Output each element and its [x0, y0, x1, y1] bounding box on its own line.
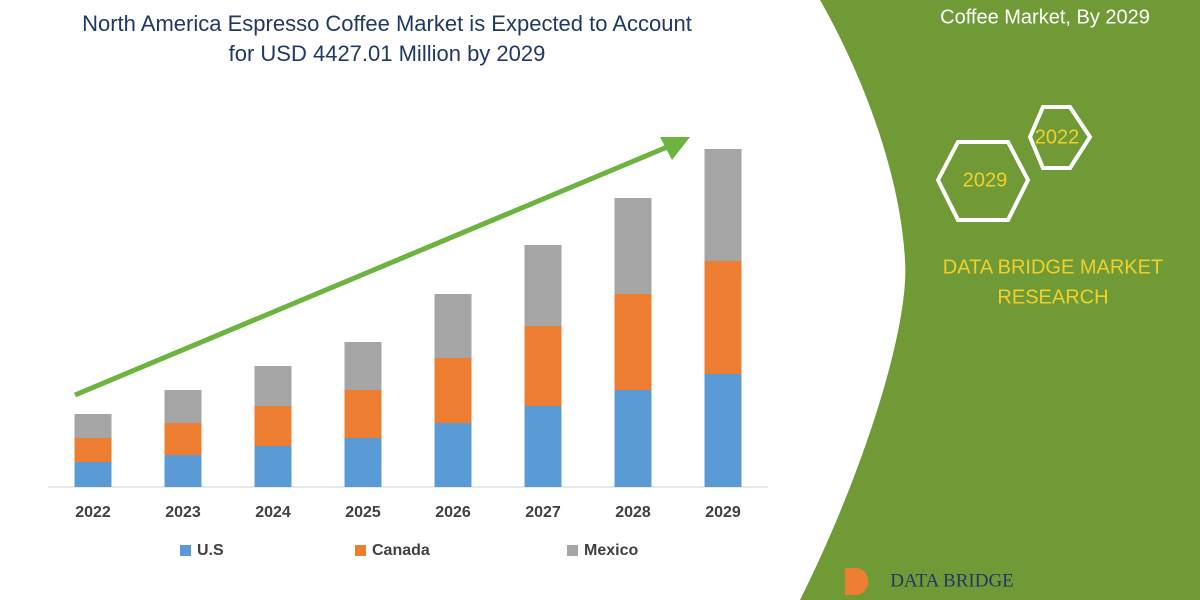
- logo-text: DATA BRIDGE: [890, 570, 1014, 591]
- side-panel-bg: [800, 0, 1200, 600]
- bar-segment: [254, 446, 292, 487]
- bar-segment: [434, 294, 472, 358]
- bar-segment: [614, 294, 652, 390]
- bar-segment: [254, 406, 292, 446]
- bar-segment: [164, 423, 202, 455]
- legend-label: Mexico: [584, 542, 638, 559]
- x-tick-label: 2029: [705, 504, 741, 521]
- chart-title: North America Espresso Coffee Market is …: [82, 11, 692, 36]
- bar-segment: [344, 438, 382, 487]
- legend-label: U.S: [197, 542, 224, 559]
- logo-icon: [845, 568, 869, 595]
- trend-arrowhead: [660, 137, 690, 160]
- hexagon-label: 2022: [1035, 126, 1080, 148]
- bar-segment: [344, 342, 382, 390]
- bar-segment: [164, 390, 202, 423]
- x-tick-label: 2028: [615, 504, 651, 521]
- x-tick-label: 2027: [525, 504, 561, 521]
- bar-segment: [434, 423, 472, 487]
- x-tick-label: 2022: [75, 504, 111, 521]
- bar-segment: [704, 374, 742, 487]
- bar-segment: [434, 358, 472, 423]
- x-tick-label: 2025: [345, 504, 381, 521]
- bar-segment: [614, 198, 652, 294]
- bar-segment: [524, 406, 562, 487]
- legend-label: Canada: [372, 542, 430, 559]
- bar-segment: [164, 455, 202, 487]
- hexagon: [935, 140, 1031, 222]
- legend-swatch: [355, 545, 366, 556]
- bar-segment: [74, 438, 112, 462]
- bar-segment: [344, 390, 382, 438]
- bar-segment: [74, 462, 112, 487]
- bar-segment: [524, 326, 562, 406]
- bar-segment: [254, 366, 292, 406]
- bar-segment: [704, 261, 742, 374]
- x-tick-label: 2024: [255, 504, 291, 521]
- chart-title: for USD 4427.01 Million by 2029: [229, 41, 546, 66]
- hexagon: [1027, 105, 1093, 170]
- bar-segment: [524, 245, 562, 326]
- x-tick-label: 2023: [165, 504, 201, 521]
- x-tick-label: 2026: [435, 504, 471, 521]
- brand-text: RESEARCH: [997, 286, 1108, 308]
- trend-arrow: [74, 142, 673, 398]
- bar-segment: [704, 149, 742, 261]
- brand-text: DATA BRIDGE MARKET: [943, 256, 1163, 278]
- bar-segment: [74, 414, 112, 438]
- bar-segment: [614, 390, 652, 487]
- side-heading: Coffee Market, By 2029: [940, 6, 1150, 28]
- legend-swatch: [180, 545, 191, 556]
- hexagon-label: 2029: [963, 169, 1008, 191]
- legend-swatch: [567, 545, 578, 556]
